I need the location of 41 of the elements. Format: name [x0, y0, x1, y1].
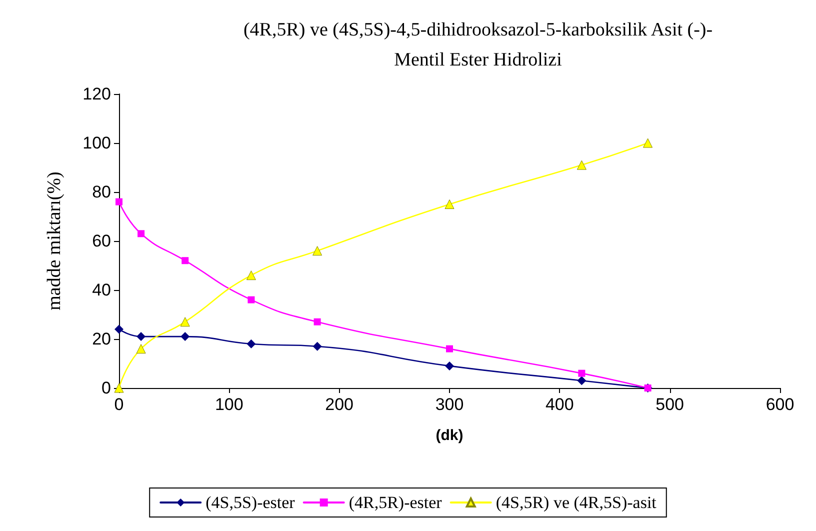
- point: [444, 200, 454, 209]
- point: [116, 198, 122, 206]
- y-tick-label: 80: [92, 182, 111, 202]
- point: [312, 246, 322, 256]
- point: [577, 376, 586, 386]
- point: [180, 332, 190, 342]
- point: [446, 345, 453, 352]
- legend-label: (4S,5S)-ester: [206, 493, 296, 512]
- point: [138, 230, 145, 238]
- x-tick-label: 500: [656, 395, 684, 414]
- y-tick-label: 20: [92, 330, 111, 348]
- point: [246, 270, 256, 280]
- point: [182, 257, 189, 264]
- point: [246, 339, 256, 348]
- x-tick-label: 100: [214, 395, 244, 414]
- chart-title: (4R,5R) ve (4S,5S)-4,5-dihidrooksazol-5-karboksilik Asit (-)- Mentil Ester Hidrolizi: [243, 20, 713, 70]
- y-tick-label: 40: [92, 280, 111, 300]
- point: [578, 370, 586, 377]
- point: [576, 160, 586, 170]
- y-tick-label: 60: [92, 232, 111, 250]
- point: [643, 138, 653, 148]
- x-axis-title: (dk): [436, 427, 464, 444]
- point: [136, 344, 146, 354]
- x-tick-label: 300: [435, 395, 464, 414]
- y-tick-label: 0: [102, 378, 111, 398]
- point: [445, 361, 454, 370]
- point: [114, 324, 124, 334]
- x-tick-label: 400: [545, 395, 574, 414]
- point: [312, 342, 322, 351]
- point: [180, 317, 190, 327]
- y-axis-title: madde miktarı(%): [44, 172, 65, 310]
- x-tick-label: 0: [114, 395, 124, 414]
- point: [314, 318, 321, 326]
- y-tick-label: 120: [82, 84, 111, 104]
- y-tick-label: 100: [82, 134, 111, 152]
- legend-label: (4S,5R) ve (4R,5S)-asit: [496, 493, 657, 512]
- x-tick-label: 600: [766, 395, 794, 414]
- point: [136, 332, 146, 342]
- legend-label: (4R,5R)-ester: [348, 493, 442, 512]
- x-tick-label: 200: [325, 395, 354, 414]
- point: [248, 296, 255, 304]
